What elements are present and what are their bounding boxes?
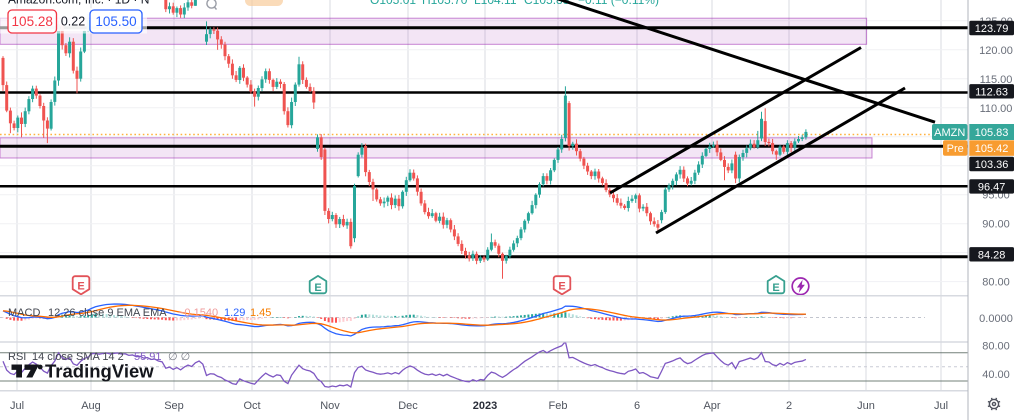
svg-text:1.29: 1.29 <box>224 307 245 319</box>
svg-text:Jul: Jul <box>10 400 24 412</box>
svg-text:C105.83: C105.83 <box>524 0 570 7</box>
svg-text:E: E <box>77 281 84 293</box>
svg-text:96.47: 96.47 <box>978 181 1006 193</box>
svg-text:Apr: Apr <box>703 400 720 412</box>
svg-text:TradingView: TradingView <box>45 361 154 382</box>
svg-text:AMZN: AMZN <box>934 127 965 139</box>
svg-text:E: E <box>558 281 565 293</box>
svg-text:O105.01: O105.01 <box>370 0 416 7</box>
svg-text:−0.1540: −0.1540 <box>178 307 218 319</box>
svg-text:Nov: Nov <box>320 400 340 412</box>
svg-text:2: 2 <box>786 400 792 412</box>
svg-text:112.63: 112.63 <box>975 86 1008 98</box>
svg-text:84.28: 84.28 <box>978 249 1006 261</box>
svg-text:L104.11: L104.11 <box>474 0 517 7</box>
svg-text:Oct: Oct <box>243 400 260 412</box>
svg-text:Pre: Pre <box>947 143 964 155</box>
svg-text:80.00: 80.00 <box>982 341 1010 353</box>
svg-text:Dec: Dec <box>398 400 418 412</box>
svg-text:55.91: 55.91 <box>134 351 162 363</box>
svg-text:120.00: 120.00 <box>979 45 1013 57</box>
svg-text:1.45: 1.45 <box>250 307 271 319</box>
svg-text:MACD: MACD <box>8 307 40 319</box>
svg-text:90.00: 90.00 <box>982 219 1010 231</box>
svg-text:RSI: RSI <box>8 351 26 363</box>
svg-text:−0.11 (−0.11%): −0.11 (−0.11%) <box>578 0 659 7</box>
svg-text:110.00: 110.00 <box>980 103 1013 115</box>
svg-text:E: E <box>314 282 321 294</box>
svg-text:115.00: 115.00 <box>980 74 1013 86</box>
svg-text:0.0000: 0.0000 <box>979 313 1013 325</box>
svg-text:E: E <box>772 282 779 294</box>
svg-text:Feb: Feb <box>549 400 568 412</box>
svg-text:80.00: 80.00 <box>982 277 1010 289</box>
svg-text:H105.70: H105.70 <box>422 0 468 7</box>
svg-text:105.50: 105.50 <box>95 14 136 29</box>
svg-text:Aug: Aug <box>81 400 101 412</box>
svg-text:6: 6 <box>634 400 640 412</box>
svg-text:40.00: 40.00 <box>982 369 1010 381</box>
svg-text:Jul: Jul <box>934 400 948 412</box>
svg-text:Jun: Jun <box>857 400 875 412</box>
svg-text:105.28: 105.28 <box>12 14 53 29</box>
svg-text:105.42: 105.42 <box>975 143 1009 155</box>
svg-text:Sep: Sep <box>164 400 184 412</box>
svg-text:12 26 close 9 EMA EMA: 12 26 close 9 EMA EMA <box>48 307 167 319</box>
svg-text:Amazon.com, Inc. · 1D · N: Amazon.com, Inc. · 1D · N <box>8 0 149 7</box>
svg-text:14 close SMA 14 2: 14 close SMA 14 2 <box>32 351 124 363</box>
svg-text:103.36: 103.36 <box>975 159 1009 171</box>
svg-text:0.22: 0.22 <box>61 15 85 29</box>
svg-text:123.79: 123.79 <box>975 23 1009 35</box>
svg-text:2023: 2023 <box>473 400 497 412</box>
svg-text:∅ ∅: ∅ ∅ <box>168 351 190 363</box>
svg-text:105.83: 105.83 <box>975 127 1009 139</box>
